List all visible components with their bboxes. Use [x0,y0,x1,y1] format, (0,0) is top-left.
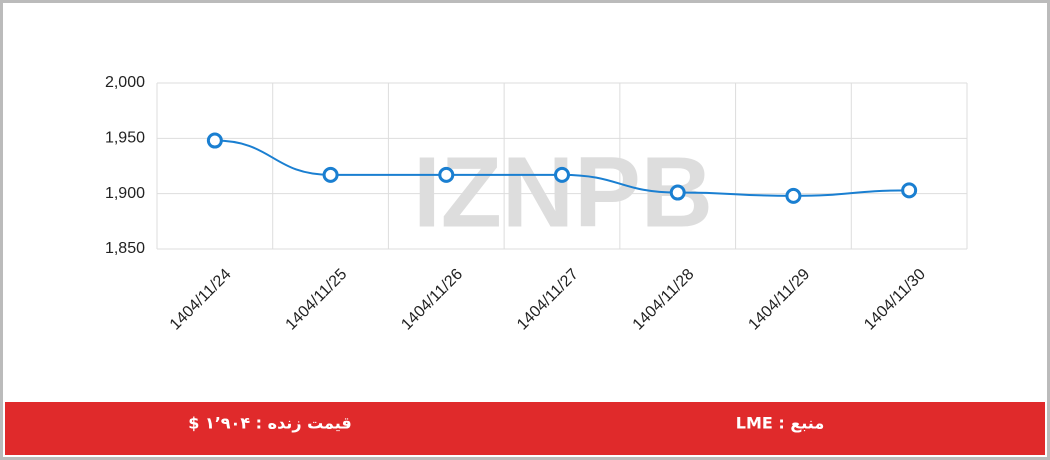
y-tick-label: 2,000 [105,74,145,91]
source: منبع : LME [736,414,824,433]
footer-bar [5,402,1045,455]
point [669,184,686,201]
point [322,166,339,183]
point [206,132,223,149]
y-tick-label: 1,950 [105,130,145,147]
point [554,166,570,183]
y-tick-label: 1,900 [105,185,145,202]
point [438,166,455,183]
live-price: قیمت زنده : ۱٬۹۰۴ $ [188,414,352,433]
point [901,182,918,199]
y-tick-label: 1,850 [105,240,145,257]
point [785,187,802,204]
